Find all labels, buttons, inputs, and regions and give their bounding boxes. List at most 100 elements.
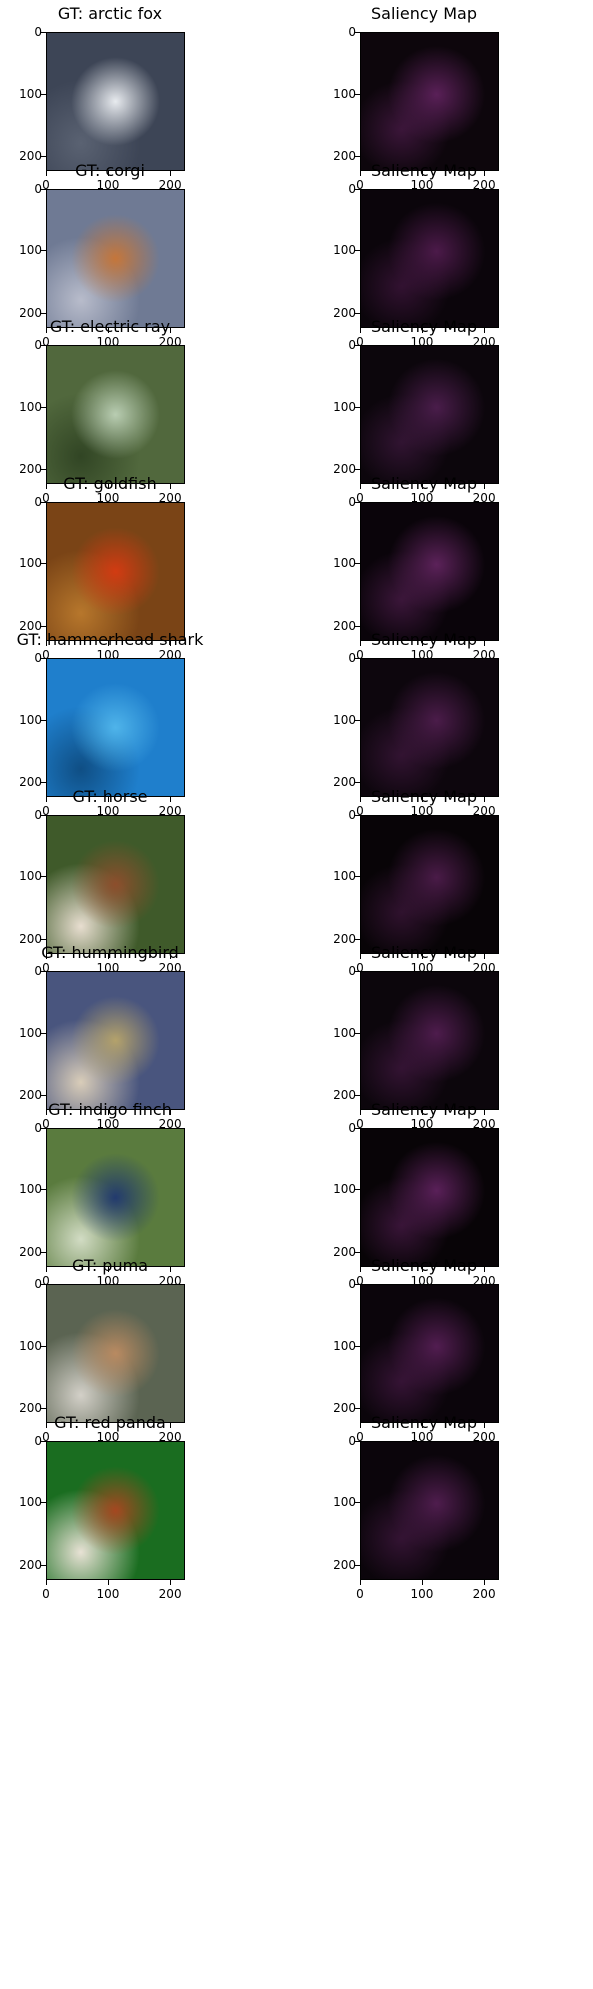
x-tick	[421, 1579, 423, 1585]
saliency-heatmap	[360, 658, 499, 797]
x-tick	[107, 640, 109, 646]
image-subplot: GT: puma 0 100 200 0 100 200	[0, 1256, 220, 1446]
x-tick-label: 200	[158, 804, 182, 818]
x-tick-label: 200	[158, 178, 182, 192]
y-tick-label: 200	[333, 462, 356, 477]
y-tick	[41, 312, 46, 314]
saliency-subplot: Saliency Map 0 100 200 0 100 200	[314, 474, 534, 664]
y-tick	[355, 1251, 360, 1253]
y-tick	[41, 1251, 46, 1253]
x-tick-label: 100	[410, 804, 434, 818]
x-tick-label: 100	[96, 804, 120, 818]
y-tick	[355, 876, 360, 878]
image-axes: 0 100 200 0 100 200	[19, 809, 185, 974]
y-tick	[41, 563, 46, 565]
x-tick-label: 200	[158, 491, 182, 505]
x-tick-label: 0	[42, 1273, 50, 1288]
x-tick-label: 200	[158, 1117, 182, 1131]
y-tick-label: 200	[19, 305, 42, 320]
y-tick-label: 200	[19, 775, 42, 790]
figure-row: GT: red panda 0 100 200 0 100 200 Saliency Map 0…	[0, 1413, 593, 1611]
y-tick-label: 0	[34, 1433, 42, 1448]
y-tick	[41, 406, 46, 408]
y-tick	[355, 1502, 360, 1504]
x-tick	[360, 1110, 361, 1115]
x-tick	[46, 327, 47, 333]
image-subplot: GT: indigo finch 0 100 200 0 100 200	[0, 1100, 220, 1290]
figure-row: GT: arctic fox 0 100 200 0 100 200 Saliency Map…	[0, 4, 593, 202]
ground-truth-title: GT: electric ray	[49, 317, 171, 336]
x-tick	[484, 953, 486, 959]
x-tick-label: 0	[356, 1430, 364, 1444]
x-tick	[46, 953, 47, 959]
y-tick	[41, 93, 46, 95]
y-tick-label: 100	[333, 86, 356, 101]
x-tick	[170, 171, 172, 176]
y-tick	[355, 625, 360, 627]
x-tick	[421, 953, 423, 959]
image-axes: 0 100 200 0 100 200	[19, 183, 185, 348]
image-subplot: GT: electric ray 0 100 200 0 100 200	[0, 317, 220, 507]
x-tick-label: 100	[96, 491, 120, 505]
y-tick-label: 100	[333, 1495, 356, 1510]
saliency-axes: 0 100 200 0 100 200	[333, 652, 499, 817]
y-tick-label: 100	[19, 1025, 42, 1040]
saliency-heatmap	[360, 1284, 499, 1423]
y-tick-label: 200	[333, 931, 356, 946]
y-tick	[41, 1345, 46, 1347]
x-tick-label: 100	[96, 178, 120, 192]
y-tick-label: 0	[34, 1277, 42, 1291]
x-tick-label: 200	[472, 334, 496, 349]
y-tick	[355, 156, 360, 158]
y-tick-label: 100	[333, 1182, 356, 1197]
x-tick	[46, 1266, 47, 1272]
ground-truth-title: GT: hammerhead shark	[16, 630, 204, 649]
y-tick	[41, 1564, 46, 1566]
image-subplot: GT: goldfish 0 100 200 0 100 200	[0, 474, 220, 664]
y-tick-label: 200	[19, 149, 42, 164]
x-tick	[107, 1423, 109, 1428]
ground-truth-title: GT: corgi	[75, 160, 145, 180]
saliency-title: Saliency Map	[371, 943, 477, 962]
saliency-heatmap	[360, 814, 499, 954]
y-tick-label: 0	[348, 181, 356, 196]
x-tick-label: 0	[42, 647, 50, 662]
y-tick	[355, 938, 360, 940]
x-tick	[360, 484, 361, 489]
y-tick	[355, 1345, 360, 1347]
x-tick-label: 100	[96, 334, 120, 349]
x-tick-label: 0	[356, 647, 364, 662]
y-tick-label: 100	[19, 399, 42, 414]
y-tick	[355, 406, 360, 408]
saliency-subplot: Saliency Map 0 100 200 0 100 200	[314, 787, 534, 977]
y-tick	[355, 814, 360, 816]
y-tick	[355, 501, 360, 503]
x-tick-label: 0	[42, 1586, 50, 1601]
y-tick	[355, 250, 360, 252]
y-tick	[355, 1408, 360, 1410]
y-tick	[41, 1032, 46, 1034]
ground-truth-title: GT: red panda	[54, 1412, 166, 1432]
x-tick-label: 100	[410, 1430, 434, 1444]
x-tick-label: 200	[158, 647, 182, 662]
y-tick-label: 100	[333, 399, 356, 414]
saliency-axes: 0 100 200 0 100 200	[333, 26, 499, 191]
y-tick-label: 200	[333, 305, 356, 320]
figure-row: GT: hummingbird 0 100 200 0 100 200 Saliency Ma…	[0, 943, 593, 1141]
saliency-axes: 0 100 200 0 100 200	[333, 496, 499, 661]
y-tick	[41, 625, 46, 627]
y-tick	[355, 1127, 360, 1129]
saliency-axes: 0 100 200 0 100 200	[333, 1278, 499, 1443]
y-tick	[41, 32, 46, 33]
saliency-subplot: Saliency Map 0 100 200 0 100 200	[314, 1256, 534, 1446]
y-tick-label: 0	[348, 25, 356, 39]
x-tick-label: 0	[356, 960, 364, 975]
x-tick	[421, 1423, 423, 1428]
y-tick	[41, 156, 46, 158]
saliency-axes: 0 100 200 0 100 200	[333, 1122, 499, 1287]
x-tick-label: 200	[158, 334, 182, 349]
y-tick	[355, 1032, 360, 1034]
y-tick-label: 0	[34, 651, 42, 665]
y-tick	[41, 501, 46, 503]
image-axes: 0 100 200 0 100 200	[19, 965, 185, 1130]
